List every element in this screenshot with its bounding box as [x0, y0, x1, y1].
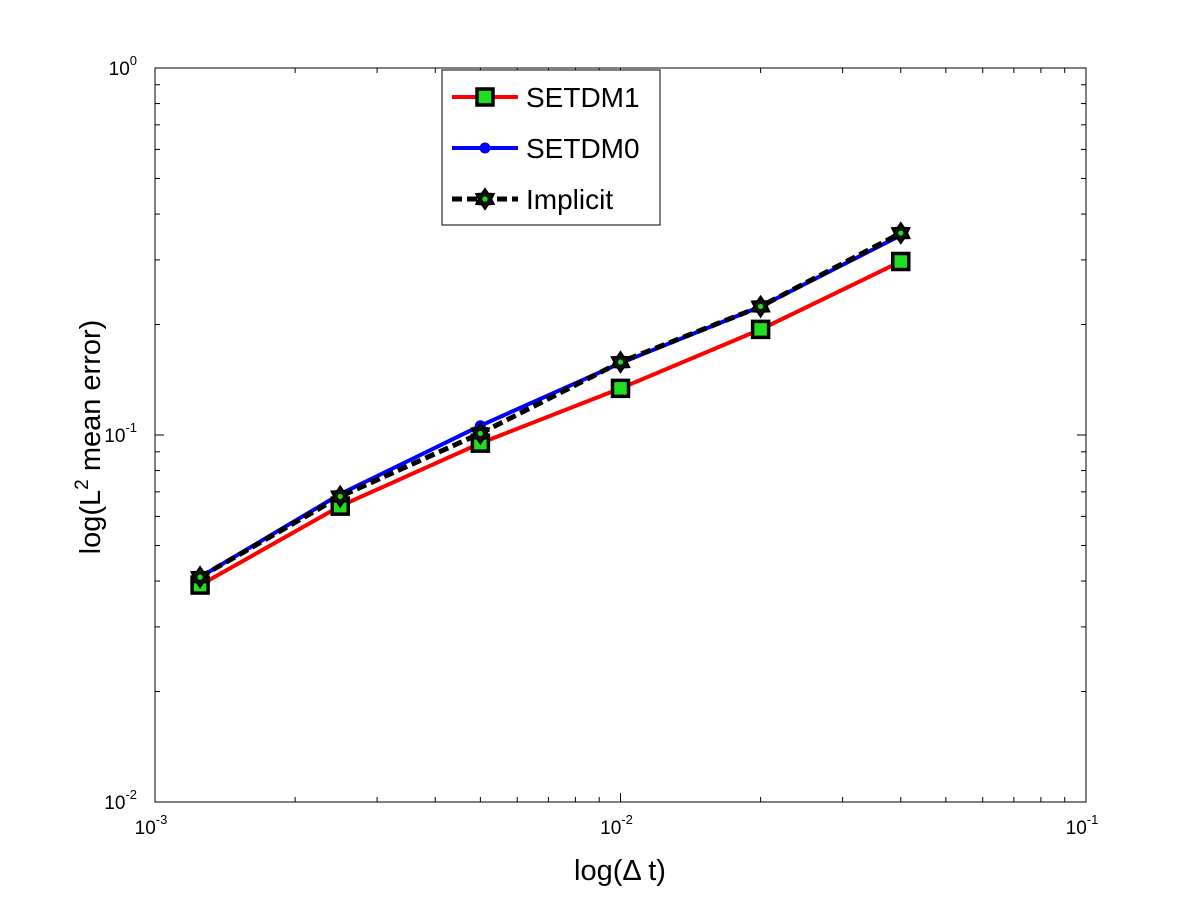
x-tick-label: 10-2	[600, 812, 633, 839]
series-lines	[198, 230, 902, 587]
marker-implicit-center	[898, 230, 904, 236]
legend-entry-setdm1: SETDM1	[452, 82, 640, 113]
x-axis-label: log(Δ t)	[574, 855, 666, 887]
y-tick-label-exponent: -2	[125, 787, 137, 802]
x-tick-label-base: 10	[1066, 818, 1087, 839]
marker-implicit-center	[337, 493, 343, 500]
y-tick-label: 10-1	[104, 420, 137, 447]
y-axis-label-superscript: 2	[72, 479, 93, 490]
y-axis-label: log(L2 mean error)	[72, 320, 107, 555]
marker-implicit-center	[758, 303, 764, 310]
marker-setdm1	[750, 319, 771, 340]
x-tick-label-base: 10	[135, 818, 156, 839]
y-axis-label-part2: mean error)	[75, 320, 107, 480]
marker-implicit-center	[197, 574, 203, 580]
marker-implicit-center	[477, 430, 483, 437]
y-tick-label-base: 10	[104, 426, 125, 447]
x-tick-label: 10-1	[1066, 812, 1099, 839]
marker-implicit-center	[617, 359, 624, 365]
x-tick-label-exponent: -2	[621, 812, 633, 827]
legend-entry-implicit: Implicit	[452, 184, 613, 215]
x-tick-label-exponent: -3	[156, 812, 168, 827]
y-axis-label-part1: log(L	[75, 490, 107, 555]
legend-label-setdm0: SETDM0	[526, 133, 640, 164]
series-line-setdm1	[199, 259, 902, 587]
legend-marker-setdm0	[479, 142, 491, 154]
y-tick-label: 100	[109, 53, 137, 80]
x-tick-label: 10-3	[135, 812, 168, 839]
legend-label-setdm1: SETDM1	[526, 82, 640, 113]
legend-entry-setdm0: SETDM0	[452, 133, 640, 164]
legend-marker-setdm1	[475, 87, 495, 107]
y-tick-label: 10-2	[104, 787, 137, 814]
series-line-implicit	[198, 230, 902, 580]
x-tick-label-exponent: -1	[1087, 812, 1099, 827]
y-tick-label-base: 10	[109, 59, 130, 80]
y-tick-label-exponent: -1	[125, 420, 137, 435]
legend: SETDM1 SETDM0 Implicit	[441, 69, 661, 226]
x-tick-label-base: 10	[600, 818, 621, 839]
legend-label-implicit: Implicit	[526, 184, 613, 215]
marker-setdm1	[610, 378, 631, 399]
y-tick-label-exponent: 0	[130, 53, 137, 68]
series-markers	[189, 221, 911, 595]
y-tick-label-base: 10	[104, 793, 125, 814]
marker-setdm1	[891, 251, 911, 272]
legend-marker-implicit-center	[482, 196, 488, 202]
